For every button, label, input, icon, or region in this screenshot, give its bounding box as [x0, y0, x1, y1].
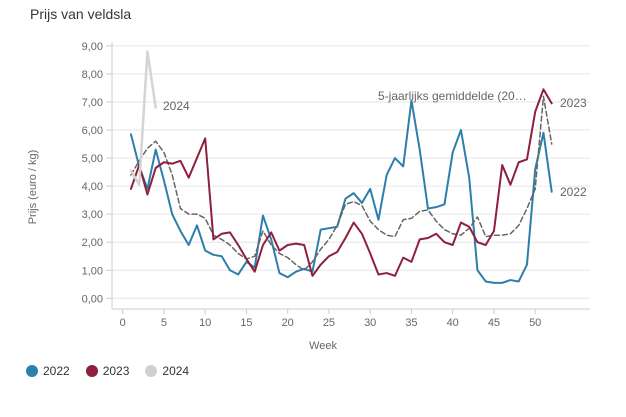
- legend-item-2024[interactable]: 2024: [145, 364, 189, 378]
- y-axis-label: 6,00: [82, 125, 103, 137]
- y-axis-label: 4,00: [82, 181, 103, 193]
- annotation-2022: 2022: [560, 185, 587, 199]
- series-line-2022: [129, 99, 553, 284]
- x-axis-label: 35: [405, 317, 417, 329]
- annotation-2024: 2024: [163, 99, 190, 113]
- x-axis-label: 10: [199, 317, 211, 329]
- x-axis-label: 5: [161, 317, 167, 329]
- y-axis-label: 2,00: [82, 237, 103, 249]
- legend-marker-2022: [26, 365, 38, 377]
- y-axis-label: 9,00: [82, 41, 103, 53]
- x-axis-label: 0: [120, 317, 126, 329]
- series-line-2023: [129, 88, 553, 277]
- x-axis-label: 50: [529, 317, 541, 329]
- x-axis-label: 15: [240, 317, 252, 329]
- x-axis-label: 25: [323, 317, 335, 329]
- y-axis-label: 3,00: [82, 209, 103, 221]
- x-axis-label: 30: [364, 317, 376, 329]
- legend-label: 2023: [102, 364, 130, 378]
- legend-label: 2022: [43, 364, 70, 378]
- x-axis-label: 40: [447, 317, 459, 329]
- y-axis-label: 5,00: [82, 153, 103, 165]
- chart-title: Prijs van veldsla: [30, 6, 132, 22]
- x-axis-label: 45: [488, 317, 500, 329]
- series-line-5jaarlijksgemiddelde: [130, 95, 553, 271]
- legend-label: 2024: [162, 364, 190, 378]
- x-axis-title: Week: [309, 340, 337, 352]
- legend-marker-2024: [145, 365, 158, 377]
- annotation-5jaarlijksgemiddelde: 5-jaarlijks gemiddelde (20…: [378, 89, 527, 103]
- chart-legend: 2022 2023 2024: [26, 364, 189, 378]
- y-axis-label: 0,00: [82, 293, 103, 305]
- y-axis-title: Prijs (euro / kg): [27, 150, 39, 225]
- series-line-2024: [129, 50, 157, 186]
- y-axis-label: 1,00: [82, 265, 103, 277]
- legend-marker-2023: [85, 365, 98, 377]
- x-axis-label: 20: [282, 317, 294, 329]
- y-axis-label: 7,00: [82, 97, 103, 109]
- annotation-2023: 2023: [560, 96, 587, 110]
- y-axis-label: 8,00: [82, 69, 103, 81]
- legend-item-2023[interactable]: 2023: [85, 364, 130, 378]
- legend-item-2022[interactable]: 2022: [26, 364, 70, 378]
